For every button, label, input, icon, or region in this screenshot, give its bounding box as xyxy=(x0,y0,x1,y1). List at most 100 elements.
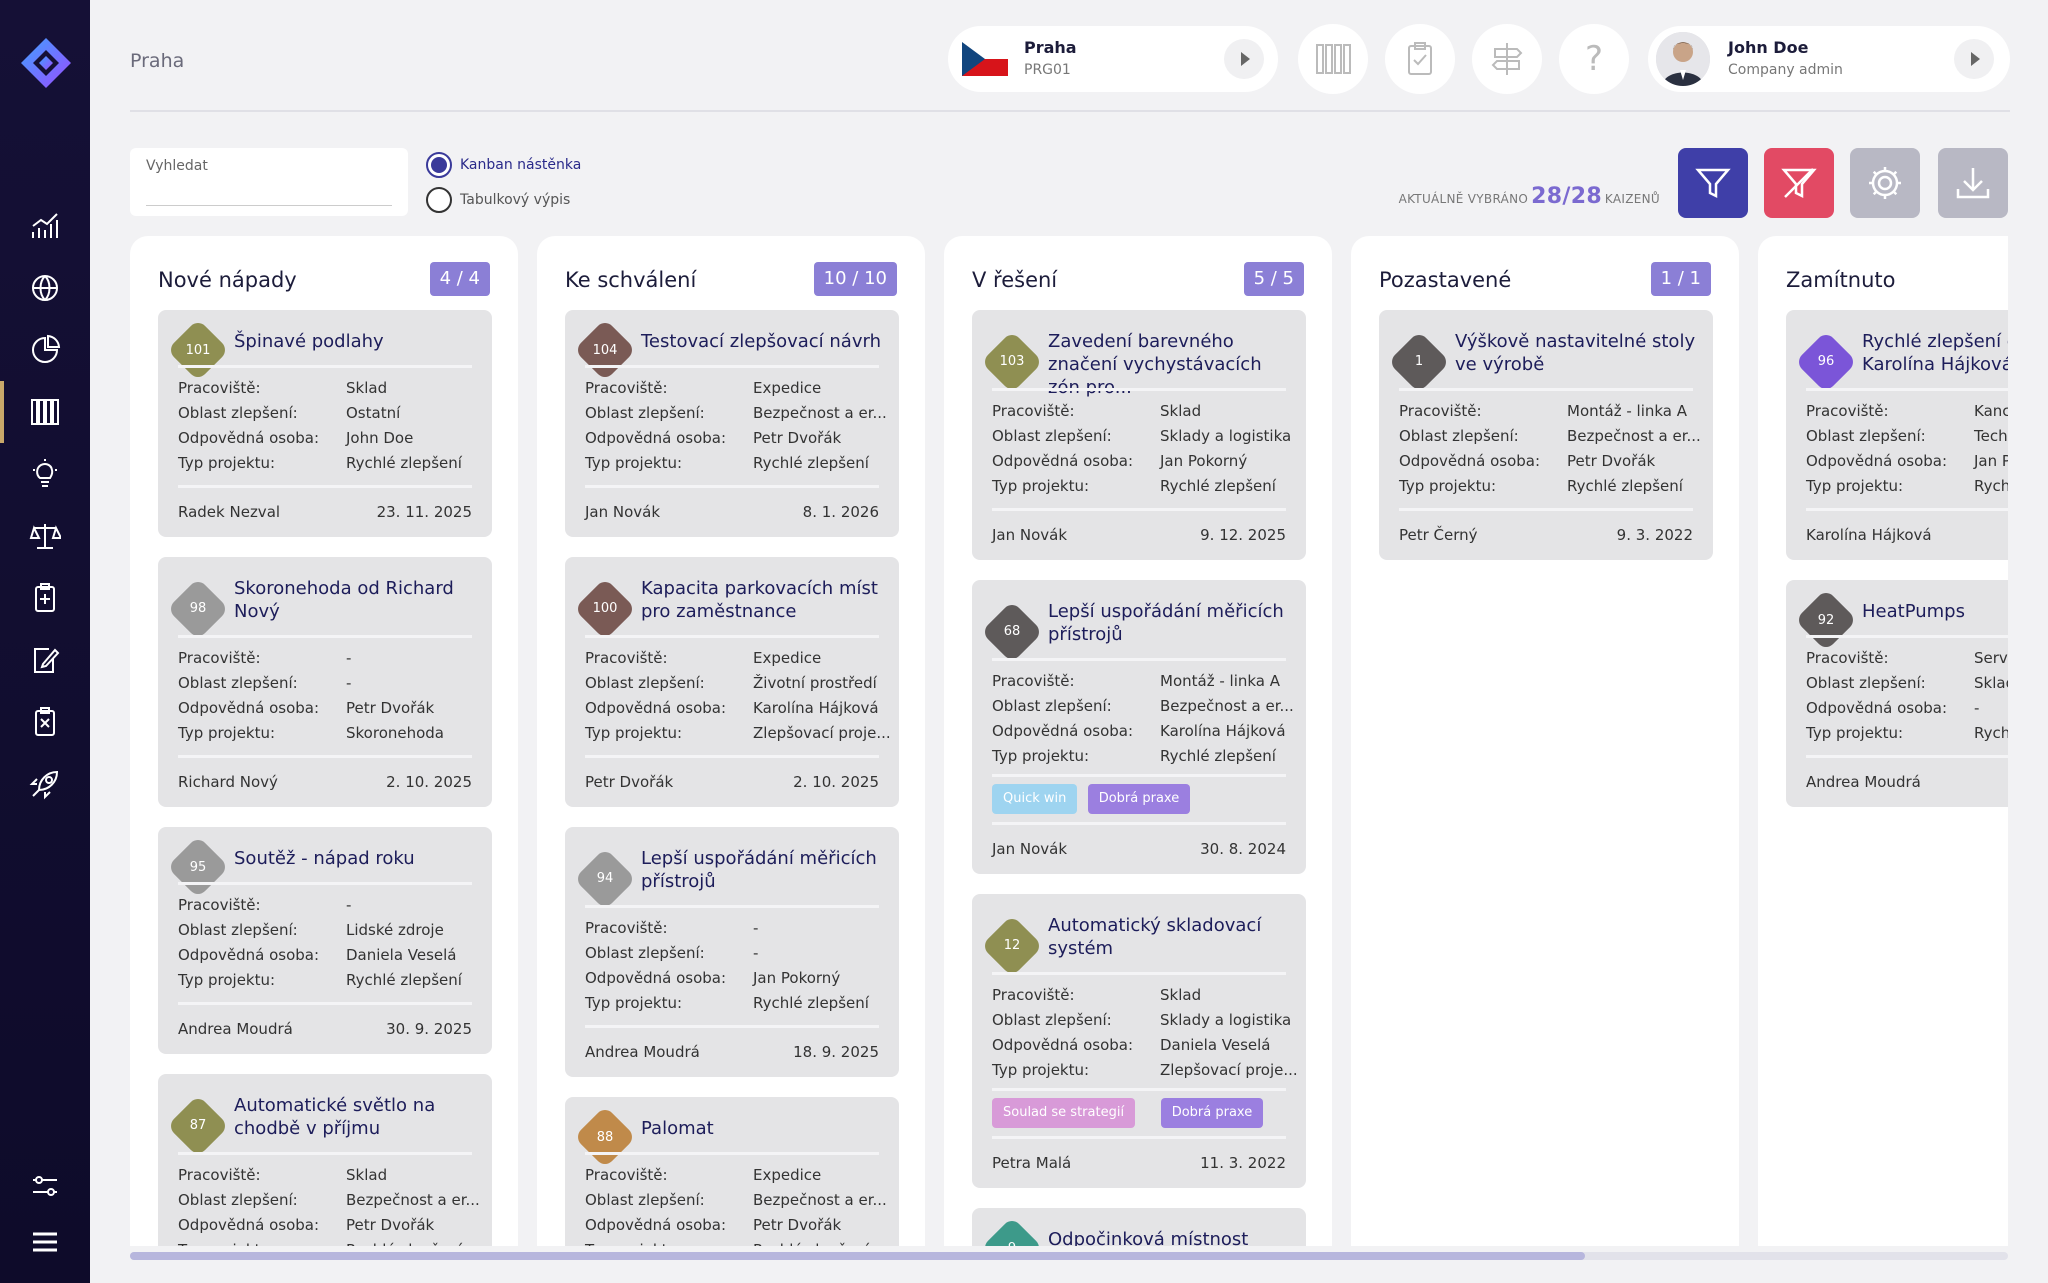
field-label-workplace: Pracoviště: xyxy=(585,649,668,667)
card-number: 12 xyxy=(1003,938,1021,953)
card-title[interactable]: Palomat xyxy=(641,1118,714,1139)
view-option-table[interactable]: Tabulkový výpis xyxy=(426,187,570,213)
globe-icon[interactable] xyxy=(27,270,63,306)
directions-button[interactable] xyxy=(1472,24,1542,94)
card-author: Petra Malá xyxy=(992,1154,1072,1172)
card-tag[interactable]: Quick win xyxy=(992,784,1078,814)
kaizen-card[interactable]: 68 Lepší uspořádání měřicích přístrojů Pra… xyxy=(972,580,1306,874)
kaizen-card[interactable]: 94 Lepší uspořádání měřicích přístrojů Pra… xyxy=(565,827,899,1077)
card-number: 88 xyxy=(596,1129,614,1145)
card-title[interactable]: Lepší uspořádání měřicích přístrojů xyxy=(641,848,877,892)
field-value-area: Ostatní xyxy=(346,404,401,422)
card-date: 2. 10. 2025 xyxy=(793,773,879,791)
field-label-owner: Odpovědná osoba: xyxy=(992,722,1134,740)
card-divider xyxy=(1806,635,2008,638)
field-label-area: Oblast zlepšení: xyxy=(585,944,705,962)
user-menu[interactable]: John Doe Company admin xyxy=(1648,26,2010,92)
card-number: 96 xyxy=(1817,354,1835,369)
kanban-view-button[interactable] xyxy=(1298,24,1368,94)
analytics-icon[interactable] xyxy=(27,208,63,244)
field-value-owner: Jan Pokorný xyxy=(753,969,841,987)
chevron-right-icon[interactable] xyxy=(1954,39,1994,79)
clipboard-x-icon[interactable] xyxy=(27,704,63,740)
field-label-owner: Odpovědná osoba: xyxy=(585,429,727,447)
field-label-area: Oblast zlepšení: xyxy=(178,921,298,939)
card-tag[interactable]: Dobrá praxe xyxy=(1087,784,1191,814)
field-value-workplace: Kancelář xyxy=(1974,402,2008,420)
card-title[interactable]: Automatické světlo na chodbě v příjmu xyxy=(234,1095,436,1139)
kaizen-card[interactable]: 92 HeatPumps Pracoviště: Servis Oblast zlepš… xyxy=(1786,580,2008,807)
scrollbar-thumb[interactable] xyxy=(130,1252,1585,1260)
field-label-type: Typ projektu: xyxy=(992,477,1090,495)
field-value-workplace: - xyxy=(346,649,352,667)
card-title[interactable]: Výškově nastavitelné stoly ve výrobě xyxy=(1455,331,1696,375)
help-button[interactable]: ? xyxy=(1559,24,1629,94)
field-label-type: Typ projektu: xyxy=(1399,477,1497,495)
kaizen-card[interactable]: 98 Skoronehoda od Richard Nový Pracoviště:… xyxy=(158,557,492,807)
field-value-workplace: Montáž - linka A xyxy=(1567,402,1688,420)
kaizen-card[interactable]: 96 Rychlé zlepšení od Karolína Hájková Pra… xyxy=(1786,310,2008,560)
settings-sliders-icon[interactable] xyxy=(27,1168,63,1204)
kaizen-card[interactable]: 101 Špinavé podlahy Pracoviště: Sklad Oblast… xyxy=(158,310,492,537)
search-input[interactable]: Vyhledat xyxy=(130,148,408,216)
kaizen-card[interactable]: 100 Kapacita parkovacích míst pro zaměstn… xyxy=(565,557,899,807)
card-divider xyxy=(1806,755,2008,758)
kaizen-card[interactable]: 103 Zavedení barevného značení vychystáva… xyxy=(972,310,1306,560)
field-value-type: Rychlé zlepšení xyxy=(1974,724,2008,742)
kaizen-card[interactable]: 9 Odpočinková místnost xyxy=(972,1208,1306,1246)
card-divider xyxy=(585,485,879,488)
radio-button[interactable] xyxy=(426,152,452,178)
field-value-workplace: Montáž - linka A xyxy=(1160,672,1281,690)
kanban-icon[interactable] xyxy=(27,394,63,430)
kaizen-card[interactable]: 95 Soutěž - nápad roku Pracoviště: - Oblast … xyxy=(158,827,492,1054)
field-value-owner: Petr Dvořák xyxy=(1567,452,1656,470)
kaizen-card[interactable]: 87 Automatické světlo na chodbě v příjmu P… xyxy=(158,1074,492,1246)
filter-button[interactable] xyxy=(1678,148,1748,218)
download-button[interactable] xyxy=(1938,148,2008,218)
kaizen-card[interactable]: 88 Palomat Pracoviště: Expedice Oblast zlepš… xyxy=(565,1097,899,1246)
field-value-area: Sklady a logistika xyxy=(1160,427,1292,445)
radio-button[interactable] xyxy=(426,187,452,213)
card-tag[interactable]: Dobrá praxe xyxy=(1160,1098,1264,1128)
tasks-button[interactable] xyxy=(1385,24,1455,94)
rocket-icon[interactable] xyxy=(27,766,63,802)
field-value-area: - xyxy=(346,674,352,692)
card-title[interactable]: Automatický skladovací systém xyxy=(1048,915,1262,959)
clear-filter-button[interactable] xyxy=(1764,148,1834,218)
location-selector[interactable]: Praha PRG01 xyxy=(948,26,1278,92)
card-divider xyxy=(585,635,879,638)
app-logo[interactable] xyxy=(19,36,73,90)
kaizen-card[interactable]: 104 Testovací zlepšovací návrh Pracoviště:… xyxy=(565,310,899,537)
pie-chart-icon[interactable] xyxy=(27,332,63,368)
card-tag[interactable]: Soulad se strategií xyxy=(992,1098,1136,1128)
card-title[interactable]: Lepší uspořádání měřicích přístrojů xyxy=(1048,601,1284,645)
field-label-area: Oblast zlepšení: xyxy=(1399,427,1519,445)
card-divider xyxy=(585,1152,879,1155)
card-author: Richard Nový xyxy=(178,773,278,791)
card-title[interactable]: Kapacita parkovacích míst pro zaměstnanc… xyxy=(641,578,878,622)
kaizen-card[interactable]: 1 Výškově nastavitelné stoly ve výrobě Pra… xyxy=(1379,310,1713,560)
card-divider xyxy=(178,1002,472,1005)
card-title[interactable]: Testovací zlepšovací návrh xyxy=(641,331,881,352)
horizontal-scrollbar[interactable] xyxy=(130,1252,2008,1260)
card-title[interactable]: Špinavé podlahy xyxy=(234,331,384,352)
scales-icon[interactable] xyxy=(27,518,63,554)
kaizen-card[interactable]: 12 Automatický skladovací systém Pracovišt… xyxy=(972,894,1306,1188)
clipboard-plus-icon[interactable] xyxy=(27,580,63,616)
card-title[interactable]: Zavedení barevného značení vychystávacíc… xyxy=(1048,331,1262,398)
menu-icon[interactable] xyxy=(27,1224,63,1260)
card-title[interactable]: Rychlé zlepšení od Karolína Hájková xyxy=(1862,331,2008,375)
card-title[interactable]: Skoronehoda od Richard Nový xyxy=(234,578,454,622)
field-value-area: Bezpečnost a er... xyxy=(753,1191,887,1209)
chevron-right-icon[interactable] xyxy=(1224,39,1264,79)
field-label-owner: Odpovědná osoba: xyxy=(585,699,727,717)
settings-button[interactable] xyxy=(1850,148,1920,218)
view-option-kanban[interactable]: Kanban nástěnka xyxy=(426,152,581,178)
edit-document-icon[interactable] xyxy=(27,642,63,678)
card-title[interactable]: Odpočinková místnost xyxy=(1048,1229,1249,1246)
field-value-owner: Karolína Hájková xyxy=(753,699,879,717)
view-option-label: Tabulkový výpis xyxy=(460,192,571,208)
lightbulb-icon[interactable] xyxy=(27,456,63,492)
card-title[interactable]: Soutěž - nápad roku xyxy=(234,848,415,869)
card-title[interactable]: HeatPumps xyxy=(1862,601,1965,622)
